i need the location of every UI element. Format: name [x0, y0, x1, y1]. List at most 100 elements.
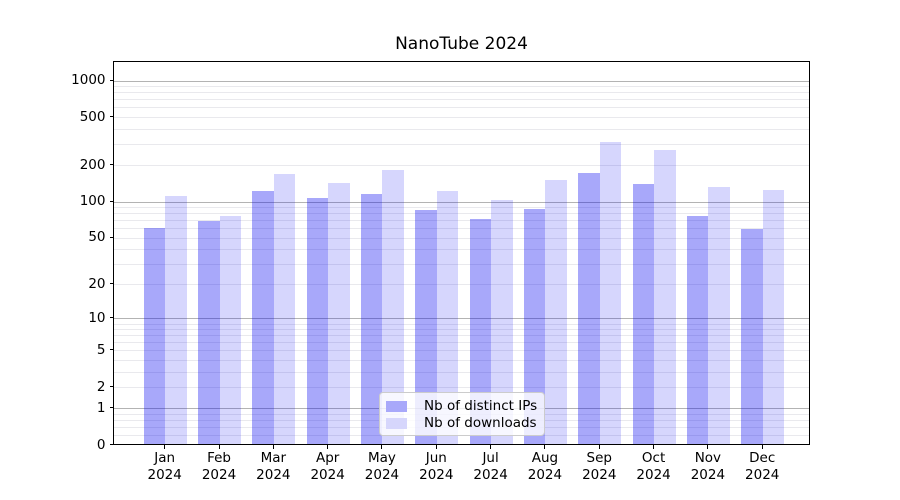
x-tick-label: Apr 2024	[310, 449, 345, 483]
gridline-minor	[114, 387, 809, 389]
y-tick-label: 0	[96, 436, 106, 453]
x-tick-mark	[327, 444, 329, 449]
y-tick-mark	[109, 386, 114, 388]
y-tick-label: 1	[96, 399, 106, 416]
gridline-minor	[114, 323, 809, 325]
x-tick-label: Mar 2024	[256, 449, 291, 483]
gridline-minor	[114, 237, 809, 239]
x-tick-mark	[761, 444, 763, 449]
gridline-major	[114, 80, 809, 82]
x-tick-mark	[653, 444, 655, 449]
gridline-minor	[114, 220, 809, 222]
bar-downloads-jun	[436, 191, 459, 444]
y-tick-mark	[109, 236, 114, 238]
x-tick-mark	[164, 444, 166, 449]
y-tick-mark	[109, 407, 114, 409]
gridline-minor	[114, 128, 809, 130]
x-tick-label: May 2024	[364, 449, 400, 483]
x-tick-mark	[435, 444, 437, 449]
gridline-minor	[114, 228, 809, 230]
bar-downloads-mar	[273, 173, 296, 444]
gridline-minor	[114, 143, 809, 145]
chart-title: NanoTube 2024	[395, 34, 528, 54]
x-tick-mark	[272, 444, 274, 449]
bar-distinct-ips-may	[360, 194, 383, 444]
y-tick-label: 200	[79, 156, 106, 173]
y-tick-label: 50	[88, 229, 106, 246]
bar-distinct-ips-feb	[198, 220, 220, 444]
y-tick-mark	[109, 116, 114, 118]
y-tick-label: 10	[88, 309, 106, 326]
gridline-minor	[114, 99, 809, 101]
bar-downloads-feb	[219, 215, 242, 444]
y-tick-mark	[109, 283, 114, 285]
y-tick-label: 20	[88, 275, 106, 292]
y-tick-mark	[109, 444, 114, 445]
y-tick-label: 5	[96, 341, 106, 358]
plot-area	[113, 61, 810, 445]
x-tick-mark	[707, 444, 709, 449]
bar-distinct-ips-oct	[632, 184, 655, 444]
y-tick-mark	[109, 164, 114, 166]
y-tick-mark	[109, 79, 114, 81]
bar-downloads-sep	[599, 141, 622, 444]
bar-downloads-jan	[165, 196, 187, 444]
y-tick-label: 100	[79, 193, 106, 209]
x-tick-mark	[490, 444, 492, 449]
gridline-minor	[114, 107, 809, 109]
x-tick-label: Feb 2024	[201, 449, 237, 483]
y-tick-mark	[109, 349, 114, 351]
x-tick-label: Nov 2024	[690, 449, 726, 483]
legend-swatch-distinct-ips	[386, 401, 407, 412]
gridline-minor	[114, 213, 809, 215]
x-tick-label: Dec 2024	[745, 449, 780, 483]
bar-downloads-jul	[491, 199, 513, 444]
gridline-major	[114, 318, 809, 320]
x-tick-label: Jan 2024	[147, 449, 182, 483]
x-tick-mark	[218, 444, 220, 449]
x-tick-label: Jun 2024	[419, 449, 454, 483]
x-tick-mark	[381, 444, 383, 449]
bar-distinct-ips-aug	[523, 208, 546, 444]
x-tick-label: Sep 2024	[582, 449, 617, 483]
x-tick-label: Jul 2024	[473, 449, 508, 483]
bar-distinct-ips-jul	[469, 219, 492, 444]
legend: Nb of distinct IPs Nb of downloads	[379, 392, 545, 436]
y-tick-mark	[109, 200, 114, 202]
gridline-major	[114, 201, 809, 203]
bar-downloads-aug	[545, 180, 567, 444]
bar-distinct-ips-nov	[686, 215, 709, 444]
bar-downloads-nov	[708, 187, 730, 444]
bar-distinct-ips-mar	[252, 191, 274, 444]
gridline-minor	[114, 335, 809, 337]
bar-downloads-oct	[654, 150, 676, 444]
y-tick-label: 2	[96, 378, 106, 395]
y-tick-label: 1000	[71, 72, 106, 88]
gridline-minor	[114, 249, 809, 251]
bar-downloads-may	[382, 170, 404, 444]
bar-distinct-ips-jun	[415, 210, 437, 444]
gridline-minor	[114, 329, 809, 331]
bar-distinct-ips-apr	[306, 197, 329, 444]
bar-distinct-ips-dec	[741, 228, 763, 444]
gridline-minor	[114, 86, 809, 88]
legend-label-distinct-ips: Nb of distinct IPs	[424, 398, 538, 414]
legend-label-downloads: Nb of downloads	[424, 415, 537, 431]
bar-distinct-ips-sep	[578, 172, 600, 444]
bar-downloads-apr	[328, 183, 350, 444]
legend-item-distinct-ips: Nb of distinct IPs	[386, 398, 538, 415]
gridline-minor	[114, 117, 809, 119]
x-tick-label: Oct 2024	[636, 449, 671, 483]
gridline-minor	[114, 350, 809, 352]
y-tick-label: 500	[79, 108, 106, 125]
gridline-minor	[114, 371, 809, 373]
x-tick-label: Aug 2024	[527, 449, 563, 483]
legend-swatch-downloads	[386, 418, 407, 429]
bar-downloads-dec	[762, 190, 785, 444]
gridline-minor	[114, 263, 809, 265]
bar-distinct-ips-jan	[143, 227, 166, 444]
gridline-minor	[114, 92, 809, 94]
gridline-minor	[114, 342, 809, 344]
x-tick-mark	[544, 444, 546, 449]
